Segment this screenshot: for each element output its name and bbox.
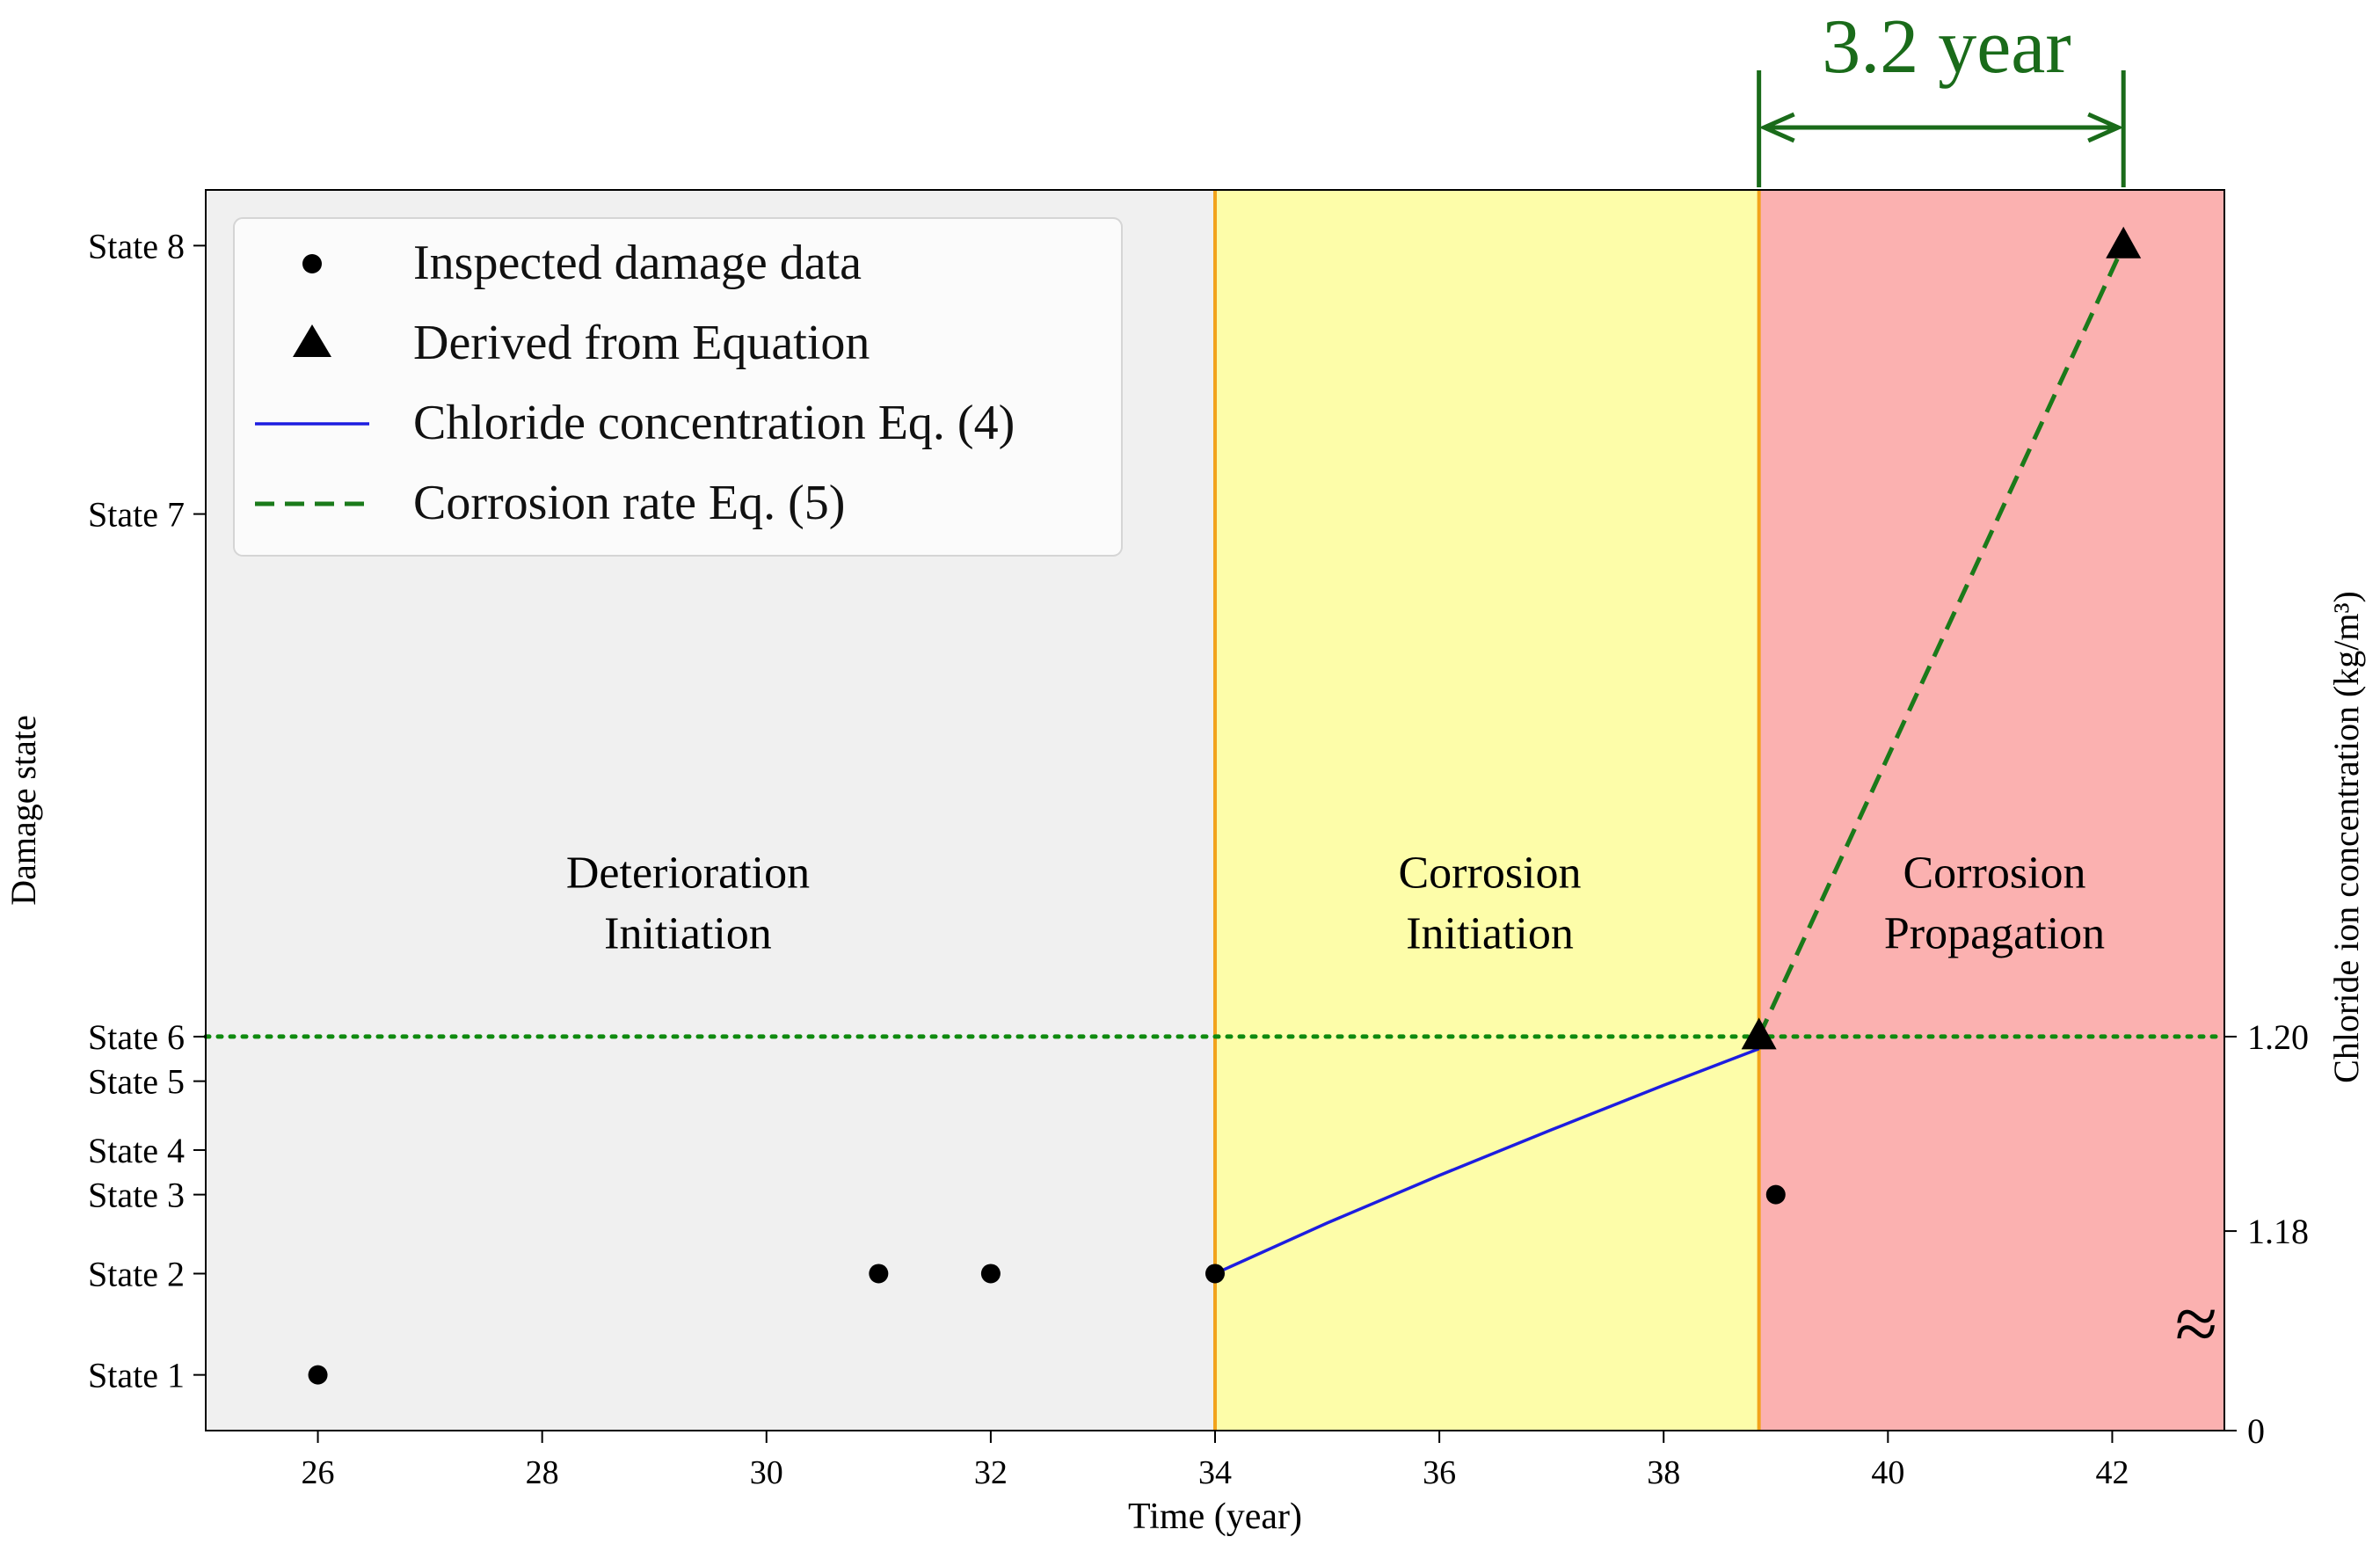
derived-point bbox=[2106, 226, 2142, 259]
data-point bbox=[308, 1365, 328, 1385]
x-tick-label: 30 bbox=[750, 1454, 783, 1491]
annotation-arrowhead-right bbox=[2087, 112, 2124, 143]
y-axis: State 1 State 2 State 3 State 4 State 5 State… bbox=[4, 226, 206, 1395]
duration-annotation: 3.2 year bbox=[1757, 4, 2126, 187]
series-corrosion-rate-eq-5- bbox=[1757, 244, 2126, 1038]
data-point bbox=[980, 1264, 1001, 1284]
annotation-arrowhead-left bbox=[1758, 112, 1795, 143]
region-label: Initiation bbox=[604, 909, 772, 959]
legend: Inspected damage data Derived from Equati… bbox=[233, 217, 1123, 557]
y2-axis: 1.20 1.18 0 ≈ Chloride ion concentration (kg… bbox=[2175, 591, 2366, 1451]
region-corrosion-initiation bbox=[1215, 190, 1759, 1431]
region-label: Propagation bbox=[1884, 909, 2105, 959]
y2-tick-label: 0 bbox=[2247, 1411, 2265, 1451]
region-labels: Deterioration Initiation Corrosion Initiati… bbox=[566, 848, 2105, 958]
y-tick-label: State 8 bbox=[88, 226, 185, 266]
y-tick-label: State 1 bbox=[88, 1356, 185, 1395]
derived-point bbox=[1741, 1017, 1777, 1050]
legend-label: Inspected damage data bbox=[413, 236, 862, 290]
data-point bbox=[1765, 1184, 1786, 1205]
series-lines bbox=[1214, 244, 2126, 1276]
x-axis-label: Time (year) bbox=[1128, 1497, 1302, 1537]
y2-tick-label: 1.20 bbox=[2247, 1017, 2309, 1057]
y-tick-label: State 3 bbox=[88, 1176, 185, 1215]
axis-break-symbol: ≈ bbox=[2175, 1282, 2217, 1367]
y2-tick-label: 1.18 bbox=[2247, 1212, 2309, 1251]
x-tick-label: 28 bbox=[526, 1454, 559, 1491]
legend-label: Derived from Equation bbox=[413, 316, 870, 370]
x-axis: 26 28 30 32 34 36 38 40 42 Time (year) bbox=[302, 1431, 2129, 1537]
x-tick-label: 38 bbox=[1647, 1454, 1680, 1491]
y-tick-label: State 4 bbox=[88, 1131, 185, 1170]
y-tick-label: State 5 bbox=[88, 1062, 185, 1102]
region-label: Corrosion bbox=[1399, 848, 1582, 898]
data-markers bbox=[308, 226, 2142, 1385]
x-tick-label: 32 bbox=[974, 1454, 1008, 1491]
x-tick-label: 42 bbox=[2095, 1454, 2129, 1491]
region-label: Initiation bbox=[1406, 909, 1574, 959]
region-corrosion-propagation bbox=[1758, 190, 2224, 1431]
region-label: Deterioration bbox=[566, 848, 810, 898]
y2-axis-label: Chloride ion concentration (kg/m³) bbox=[2326, 591, 2366, 1083]
x-tick-label: 34 bbox=[1198, 1454, 1232, 1491]
legend-label: Chloride concentration Eq. (4) bbox=[413, 396, 1015, 450]
annotation-label: 3.2 year bbox=[1822, 4, 2071, 90]
y-tick-label: State 2 bbox=[88, 1254, 185, 1293]
x-tick-label: 36 bbox=[1423, 1454, 1456, 1491]
legend-label: Corrosion rate Eq. (5) bbox=[413, 476, 845, 530]
legend-marker-circle bbox=[302, 254, 322, 273]
region-boundaries bbox=[1213, 190, 1761, 1431]
series-chloride-concentration-eq-4- bbox=[1214, 1047, 1760, 1276]
data-point bbox=[869, 1264, 889, 1284]
data-point bbox=[1205, 1264, 1225, 1284]
y-tick-label: State 7 bbox=[88, 495, 185, 535]
x-tick-label: 40 bbox=[1871, 1454, 1904, 1491]
x-tick-label: 26 bbox=[302, 1454, 335, 1491]
region-label: Corrosion bbox=[1903, 848, 2086, 898]
legend-box bbox=[233, 217, 1123, 557]
legend-marker-triangle bbox=[293, 324, 331, 357]
y-axis-label: Damage state bbox=[4, 715, 43, 906]
y-tick-label: State 6 bbox=[88, 1017, 185, 1057]
